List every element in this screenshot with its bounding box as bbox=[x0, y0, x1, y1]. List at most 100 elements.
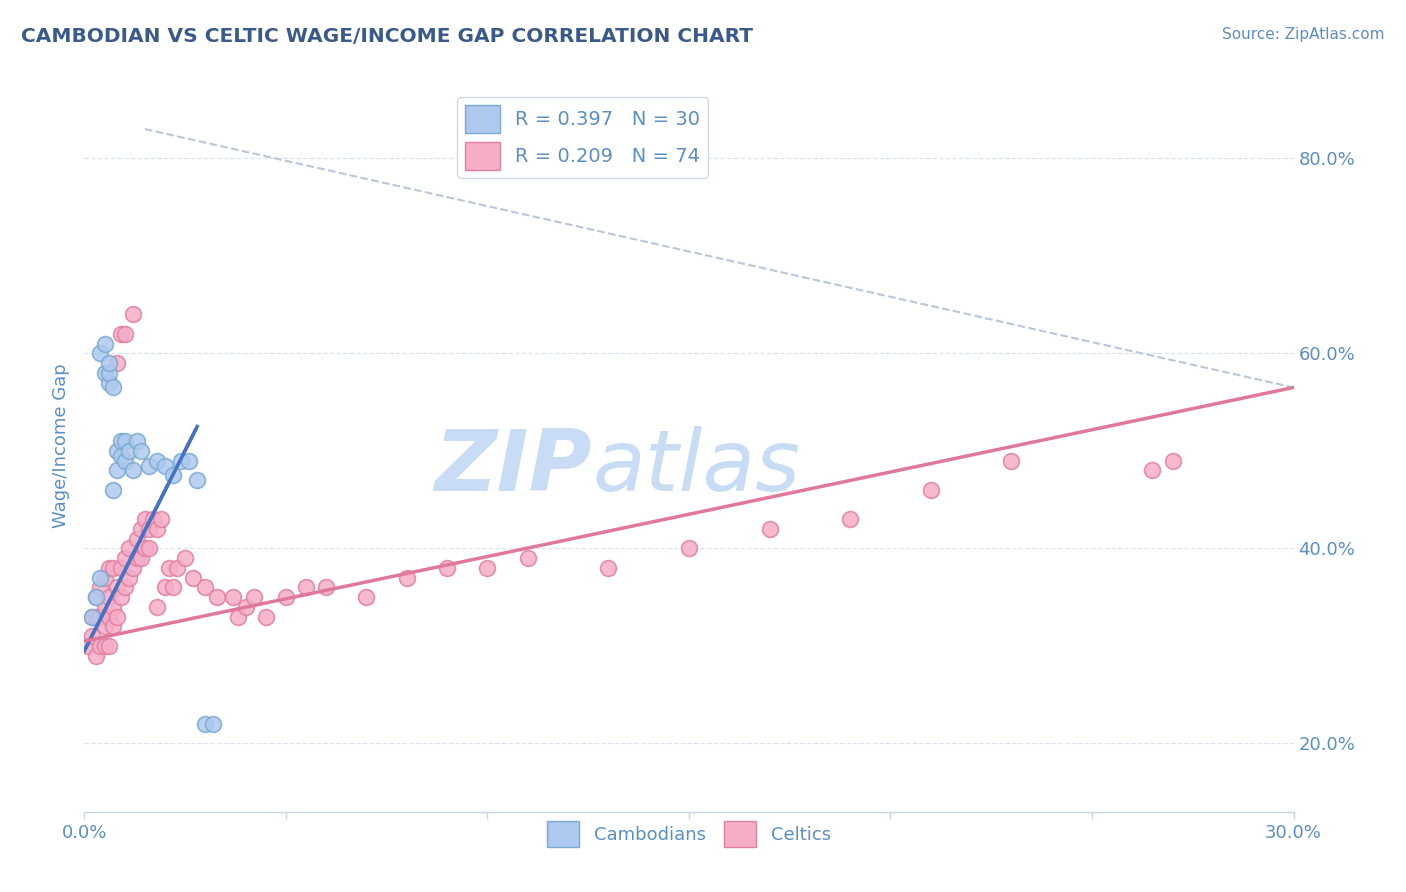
Point bbox=[89, 346, 111, 360]
Point bbox=[105, 356, 128, 370]
Point bbox=[254, 609, 277, 624]
Point bbox=[101, 561, 124, 575]
Point bbox=[146, 522, 169, 536]
Point bbox=[222, 590, 245, 604]
Point bbox=[97, 639, 120, 653]
Point bbox=[678, 541, 700, 556]
Point bbox=[114, 551, 136, 566]
Point bbox=[129, 522, 152, 536]
Point bbox=[186, 473, 208, 487]
Point bbox=[93, 366, 115, 380]
Point bbox=[105, 443, 128, 458]
Point bbox=[125, 434, 148, 449]
Point bbox=[101, 380, 124, 394]
Point bbox=[138, 458, 160, 473]
Point bbox=[1000, 453, 1022, 467]
Point bbox=[226, 609, 249, 624]
Point bbox=[93, 599, 115, 614]
Y-axis label: Wage/Income Gap: Wage/Income Gap bbox=[52, 364, 70, 528]
Point bbox=[118, 571, 141, 585]
Point bbox=[920, 483, 942, 497]
Point bbox=[82, 629, 104, 643]
Point bbox=[516, 551, 538, 566]
Text: ZIP: ZIP bbox=[434, 426, 592, 509]
Point bbox=[86, 590, 108, 604]
Point bbox=[174, 551, 197, 566]
Point bbox=[105, 463, 128, 477]
Point bbox=[146, 599, 169, 614]
Point bbox=[93, 639, 115, 653]
Point bbox=[181, 571, 204, 585]
Legend: Cambodians, Celtics: Cambodians, Celtics bbox=[540, 814, 838, 854]
Point bbox=[89, 571, 111, 585]
Text: atlas: atlas bbox=[592, 426, 800, 509]
Point bbox=[97, 609, 120, 624]
Point bbox=[295, 581, 318, 595]
Point bbox=[162, 581, 184, 595]
Point bbox=[97, 376, 120, 390]
Point bbox=[153, 458, 176, 473]
Point bbox=[274, 590, 297, 604]
Point bbox=[86, 648, 108, 663]
Point bbox=[436, 561, 458, 575]
Point bbox=[138, 522, 160, 536]
Text: Source: ZipAtlas.com: Source: ZipAtlas.com bbox=[1222, 27, 1385, 42]
Point bbox=[356, 590, 378, 604]
Text: CAMBODIAN VS CELTIC WAGE/INCOME GAP CORRELATION CHART: CAMBODIAN VS CELTIC WAGE/INCOME GAP CORR… bbox=[21, 27, 754, 45]
Point bbox=[1142, 463, 1164, 477]
Point bbox=[125, 532, 148, 546]
Point bbox=[97, 356, 120, 370]
Point bbox=[121, 561, 143, 575]
Point bbox=[93, 571, 115, 585]
Point bbox=[162, 468, 184, 483]
Point bbox=[93, 619, 115, 633]
Point bbox=[89, 581, 111, 595]
Point bbox=[86, 609, 108, 624]
Point bbox=[105, 609, 128, 624]
Point bbox=[194, 717, 217, 731]
Point bbox=[598, 561, 620, 575]
Point bbox=[202, 717, 225, 731]
Point bbox=[194, 581, 217, 595]
Point bbox=[839, 512, 862, 526]
Point bbox=[101, 619, 124, 633]
Point bbox=[101, 483, 124, 497]
Point bbox=[179, 453, 201, 467]
Point bbox=[758, 522, 780, 536]
Point bbox=[93, 336, 115, 351]
Point bbox=[101, 599, 124, 614]
Point bbox=[134, 541, 156, 556]
Point bbox=[1161, 453, 1184, 467]
Point bbox=[110, 590, 132, 604]
Point bbox=[207, 590, 229, 604]
Point bbox=[125, 551, 148, 566]
Point bbox=[477, 561, 499, 575]
Point bbox=[82, 609, 104, 624]
Point bbox=[110, 449, 132, 463]
Point bbox=[97, 366, 120, 380]
Point bbox=[170, 453, 193, 467]
Point bbox=[235, 599, 257, 614]
Point bbox=[110, 434, 132, 449]
Point bbox=[149, 512, 172, 526]
Point bbox=[114, 326, 136, 341]
Point bbox=[153, 581, 176, 595]
Point bbox=[157, 561, 180, 575]
Point bbox=[110, 561, 132, 575]
Point bbox=[77, 639, 100, 653]
Point bbox=[138, 541, 160, 556]
Point bbox=[118, 443, 141, 458]
Point bbox=[121, 463, 143, 477]
Point bbox=[105, 581, 128, 595]
Point bbox=[166, 561, 188, 575]
Point bbox=[89, 609, 111, 624]
Point bbox=[114, 453, 136, 467]
Point bbox=[82, 609, 104, 624]
Point bbox=[129, 443, 152, 458]
Point bbox=[129, 551, 152, 566]
Point bbox=[97, 590, 120, 604]
Point bbox=[395, 571, 418, 585]
Point bbox=[97, 561, 120, 575]
Point bbox=[114, 434, 136, 449]
Point bbox=[86, 590, 108, 604]
